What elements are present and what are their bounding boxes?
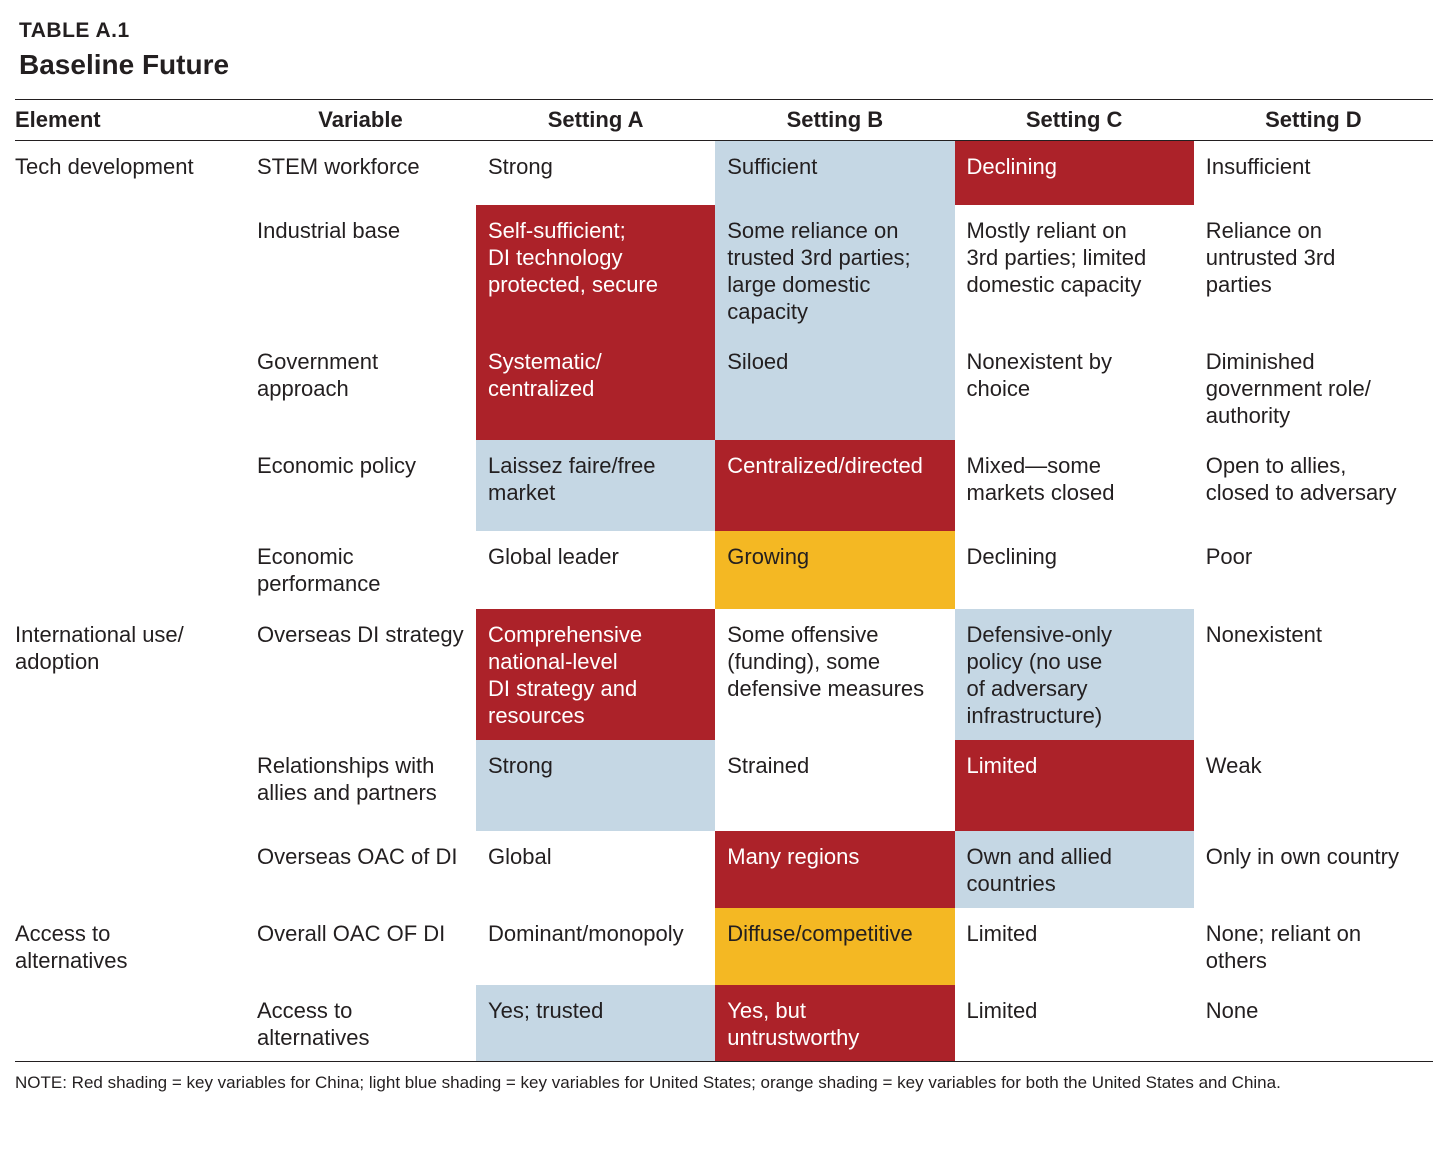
setting-b-cell: Diffuse/competitive	[715, 907, 955, 985]
variable-cell: Access to alternatives	[245, 984, 476, 1062]
setting-c-cell: Own and allied countries	[954, 830, 1194, 908]
setting-b-cell: Siloed	[715, 335, 955, 440]
variable-cell: Industrial base	[257, 217, 401, 243]
table-row: Tech development STEM workforce Strong Suff…	[15, 140, 1433, 205]
setting-d-cell: Diminished government role/authority	[1205, 348, 1371, 428]
setting-d-cell: Open to allies, closed to adversary	[1205, 452, 1397, 505]
column-header-setting-d: Setting D	[1193, 99, 1433, 141]
variable-cell: Government approach	[257, 348, 379, 401]
variable-cell: Economic performance	[257, 543, 381, 596]
setting-c-cell: Limited	[954, 739, 1194, 831]
setting-b-cell: Centralized/directed	[715, 439, 955, 531]
setting-b-cell: Some reliance on trusted 3rd parties; larg…	[715, 204, 955, 336]
column-header-setting-b: Setting B	[715, 99, 955, 141]
column-header-element: Element	[15, 99, 245, 141]
table-body: Tech development STEM workforce Strong Suff…	[15, 140, 1433, 1062]
table-row: Access to alternatives Yes; trusted Yes, bu…	[15, 984, 1433, 1062]
table-row: Relationships with allies and partners Str…	[15, 739, 1433, 831]
setting-a-cell: Laissez faire/free market	[476, 439, 716, 531]
setting-c-cell: Defensive-only policy (no use of adversary…	[954, 608, 1194, 740]
setting-d-cell: Weak	[1205, 752, 1262, 778]
setting-c-cell: Limited	[966, 920, 1038, 946]
setting-d-cell: Nonexistent	[1205, 621, 1322, 647]
setting-a-cell: Yes; trusted	[476, 984, 716, 1062]
setting-c-cell: Mixed—some markets closed	[966, 452, 1115, 505]
element-cell	[15, 205, 245, 336]
header-row: Element Variable Setting A Setting B Set…	[15, 99, 1433, 141]
element-cell	[15, 440, 245, 531]
setting-a-cell: Strong	[488, 154, 553, 179]
table-header: Element Variable Setting A Setting B Set…	[15, 99, 1433, 141]
setting-d-cell: Insufficient	[1205, 154, 1311, 179]
element-cell: Tech development	[15, 154, 194, 179]
setting-b-cell: Growing	[715, 530, 955, 609]
setting-a-cell: Strong	[476, 739, 716, 831]
table-row: Economic performance Global leader Growing D…	[15, 530, 1433, 609]
setting-a-cell: Dominant/monopoly	[488, 920, 684, 946]
setting-a-cell: Global leader	[488, 543, 619, 569]
setting-b-cell: Strained	[727, 752, 810, 778]
variable-cell: Relationships with allies and partners	[257, 752, 437, 805]
setting-c-cell: Nonexistent by choice	[966, 348, 1113, 401]
table-row: Access to alternatives Overall OAC OF DI Do…	[15, 907, 1433, 985]
element-cell	[15, 336, 245, 440]
setting-b-cell: Many regions	[715, 830, 955, 908]
element-cell	[15, 984, 245, 1062]
element-cell: International use/adoption	[15, 621, 184, 674]
column-header-setting-c: Setting C	[954, 99, 1194, 141]
variable-cell: STEM workforce	[257, 154, 420, 179]
setting-c-cell: Declining	[966, 543, 1058, 569]
setting-a-cell: Self-sufficient; DI technology protected, …	[476, 204, 716, 336]
setting-b-cell: Yes, but untrustworthy	[715, 984, 955, 1062]
setting-d-cell: None	[1193, 984, 1433, 1062]
setting-b-cell: Sufficient	[715, 140, 955, 205]
table-row: Industrial base Self-sufficient; DI techno…	[15, 204, 1433, 336]
variable-cell: Overseas DI strategy	[257, 621, 464, 647]
setting-d-cell: None; reliant on others	[1205, 920, 1362, 973]
table-row: Overseas OAC of DI Global Many regions Own …	[15, 830, 1433, 908]
setting-c-cell: Mostly reliant on 3rd parties; limited dom…	[966, 217, 1147, 297]
element-cell: Access to alternatives	[15, 920, 128, 973]
setting-d-cell: Poor	[1205, 543, 1253, 569]
table-label: TABLE A.1	[19, 19, 130, 42]
setting-b-cell: Some offensive (funding), some defensive m…	[727, 621, 925, 701]
variable-cell: Overall OAC OF DI	[257, 920, 446, 946]
table-row: Economic policy Laissez faire/free market C…	[15, 439, 1433, 531]
setting-c-cell: Limited	[954, 984, 1194, 1062]
setting-a-cell: Global	[488, 843, 552, 869]
table-row: Government approach Systematic/centralized…	[15, 335, 1433, 440]
table-note: NOTE: Red shading = key variables for Ch…	[15, 1073, 1281, 1092]
element-cell	[15, 531, 245, 609]
element-cell	[15, 740, 245, 831]
baseline-future-table: Element Variable Setting A Setting B Set…	[15, 99, 1433, 1062]
variable-cell: Overseas OAC of DI	[257, 843, 458, 869]
table-title: Baseline Future	[19, 49, 230, 80]
table-row: International use/adoption Overseas DI st…	[15, 608, 1433, 740]
column-header-variable: Variable	[245, 99, 476, 141]
setting-a-cell: Systematic/centralized	[476, 335, 716, 440]
variable-cell: Economic policy	[257, 452, 416, 478]
setting-d-cell: Only in own country	[1205, 843, 1399, 869]
element-cell	[15, 831, 245, 908]
setting-c-cell: Declining	[954, 140, 1194, 205]
column-header-setting-a: Setting A	[476, 99, 716, 141]
setting-d-cell: Reliance on untrusted 3rd parties	[1205, 217, 1336, 297]
setting-a-cell: Comprehensive national-level DI strategy a…	[476, 608, 716, 740]
